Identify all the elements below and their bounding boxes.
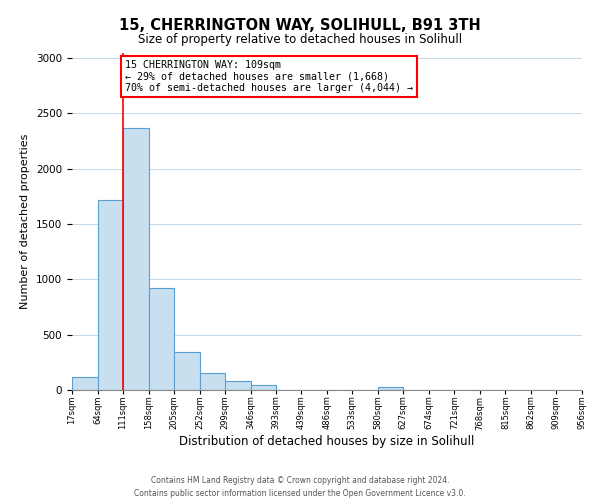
Bar	[72, 376, 98, 390]
Text: 15 CHERRINGTON WAY: 109sqm
← 29% of detached houses are smaller (1,668)
70% of s: 15 CHERRINGTON WAY: 109sqm ← 29% of deta…	[125, 60, 413, 94]
Text: Size of property relative to detached houses in Solihull: Size of property relative to detached ho…	[138, 32, 462, 46]
Bar	[174, 352, 200, 390]
Bar	[200, 374, 225, 390]
Bar	[225, 380, 251, 390]
Text: 15, CHERRINGTON WAY, SOLIHULL, B91 3TH: 15, CHERRINGTON WAY, SOLIHULL, B91 3TH	[119, 18, 481, 32]
Bar	[98, 200, 123, 390]
Text: Contains HM Land Registry data © Crown copyright and database right 2024.
Contai: Contains HM Land Registry data © Crown c…	[134, 476, 466, 498]
X-axis label: Distribution of detached houses by size in Solihull: Distribution of detached houses by size …	[179, 435, 475, 448]
Y-axis label: Number of detached properties: Number of detached properties	[20, 134, 31, 309]
Bar	[123, 128, 149, 390]
Bar	[251, 385, 276, 390]
Bar	[149, 288, 174, 390]
Bar	[378, 386, 403, 390]
